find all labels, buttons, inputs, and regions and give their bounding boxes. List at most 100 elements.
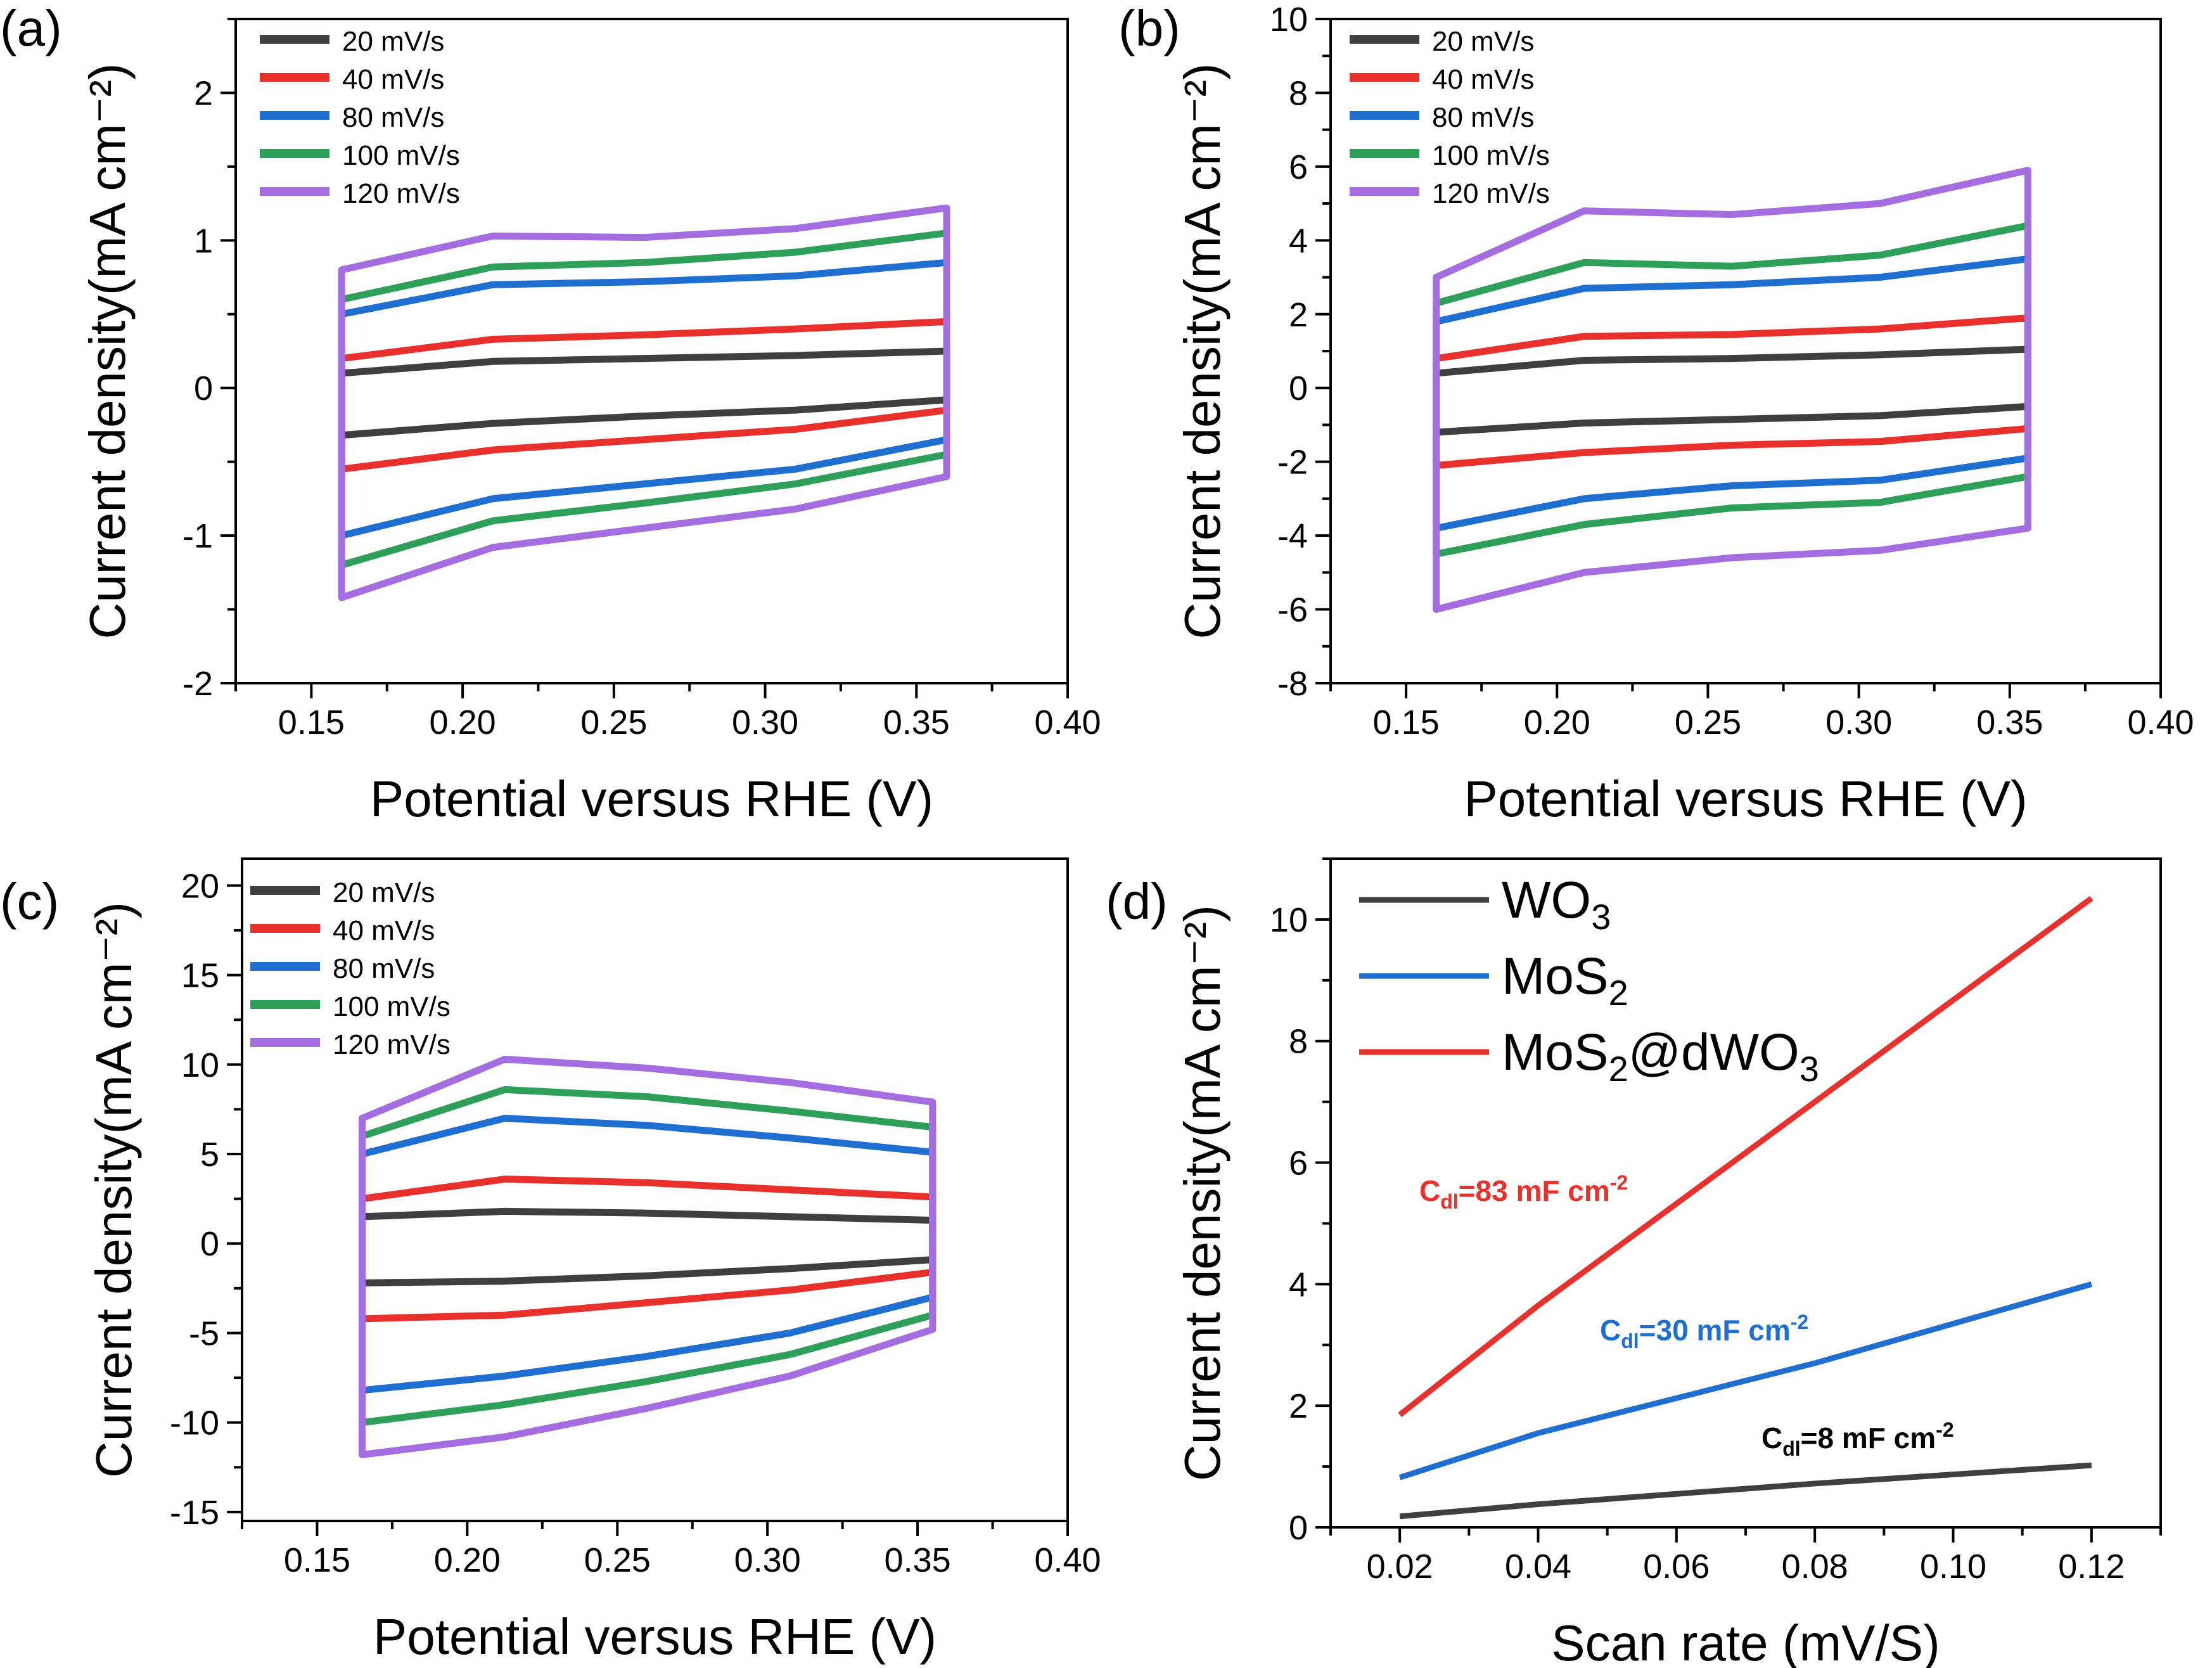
legend-label: 80 mV/s xyxy=(342,102,444,133)
panel-label: (c) xyxy=(0,873,59,930)
annotation-cdl-black: Cdl=8 mF cm-2 xyxy=(1761,1418,1954,1460)
cv-loop-120mvs xyxy=(359,1055,937,1458)
cv-loop-40mvs xyxy=(1433,314,2031,469)
x-tick-label: 0.25 xyxy=(580,703,647,741)
panel-label: (d) xyxy=(1106,873,1168,930)
panel-label: (a) xyxy=(0,0,62,56)
y-axis-label: Current density(mA cm⁻²) xyxy=(1174,905,1231,1481)
y-tick-label: 10 xyxy=(1270,1,1308,39)
y-tick-label: -6 xyxy=(1277,591,1308,629)
cv-loop-100mvs xyxy=(359,1086,937,1427)
y-tick-label: 10 xyxy=(1270,901,1308,939)
legend-label: WO3 xyxy=(1502,871,1611,937)
x-tick-label: 0.40 xyxy=(2127,703,2194,741)
legend-label: MoS2@dWO3 xyxy=(1502,1023,1819,1089)
annotation-cdl-blue: Cdl=30 mF cm-2 xyxy=(1600,1311,1808,1352)
y-tick-label: -8 xyxy=(1277,665,1308,703)
y-tick-label: -2 xyxy=(1277,444,1308,482)
panel-c: (c) 0.15 0.20 0.25 0.30 0.35 0.40 -15 -10 -5 0 5 10 1… xyxy=(0,857,1101,1665)
y-tick-label: 6 xyxy=(1289,1145,1308,1183)
y-axis-label: Current density(mA cm⁻²) xyxy=(1174,63,1231,639)
cv-loop-40mvs xyxy=(359,1176,937,1323)
y-tick-label: -2 xyxy=(182,665,213,703)
y-tick-label: 8 xyxy=(1289,74,1308,112)
x-tick-label: 0.15 xyxy=(1373,703,1440,741)
cv-loop-20mvs xyxy=(1433,345,2031,436)
y-tick-label: 0 xyxy=(1289,1509,1308,1547)
y-tick-label: -5 xyxy=(189,1314,219,1352)
x-tick-label: 0.40 xyxy=(1034,1541,1101,1579)
legend-label: 120 mV/s xyxy=(333,1029,451,1060)
x-tick-label: 0.20 xyxy=(430,703,496,741)
y-tick-label: 0 xyxy=(1289,369,1308,407)
y-tick-label: 15 xyxy=(181,957,219,995)
y-tick-label: 6 xyxy=(1289,148,1308,186)
x-tick-label: 0.12 xyxy=(2058,1548,2125,1586)
x-tick-label: 0.08 xyxy=(1782,1548,1848,1586)
legend-label: MoS2 xyxy=(1502,947,1628,1013)
x-tick-label: 0.15 xyxy=(284,1541,350,1579)
y-tick-label: -10 xyxy=(170,1404,219,1442)
x-tick-label: 0.35 xyxy=(885,1541,951,1579)
x-axis-label: Potential versus RHE (V) xyxy=(370,771,933,827)
cv-loop-120mvs xyxy=(1433,167,2031,613)
panel-label: (b) xyxy=(1118,0,1180,56)
legend-label: 120 mV/s xyxy=(1432,178,1550,209)
y-tick-label: 2 xyxy=(1289,296,1308,334)
x-tick-label: 0.35 xyxy=(883,703,950,741)
panel-d: (d) 0.02 0.04 0.06 0.08 0.10 0.12 0 2 4 6 8 10 Scan r… xyxy=(1106,857,2162,1668)
y-tick-label: 1 xyxy=(194,222,213,260)
legend-label: 40 mV/s xyxy=(342,64,444,95)
plot-frame xyxy=(234,18,1069,684)
y-tick-label: 2 xyxy=(1289,1387,1308,1425)
x-axis-label: Potential versus RHE (V) xyxy=(373,1608,937,1665)
y-tick-label: 20 xyxy=(181,867,219,905)
cv-loop-100mvs xyxy=(1433,222,2031,558)
legend-label: 100 mV/s xyxy=(342,140,460,171)
x-tick-label: 0.10 xyxy=(1920,1548,1986,1586)
legend-label: 40 mV/s xyxy=(1432,64,1534,95)
x-tick-label: 0.04 xyxy=(1505,1548,1571,1586)
panel-a: (a) 0.15 0.20 0.25 0.30 0.35 0.40 -2 -1 0 1 2 Potent… xyxy=(0,0,1101,827)
x-tick-label: 0.06 xyxy=(1643,1548,1710,1586)
plot-frame xyxy=(241,857,1069,1522)
legend-label: 100 mV/s xyxy=(333,991,451,1022)
legend-label: 80 mV/s xyxy=(333,953,435,984)
y-tick-label: 2 xyxy=(194,74,213,112)
cv-loop-80mvs xyxy=(1433,255,2031,532)
legend-label: 20 mV/s xyxy=(342,26,444,57)
cv-loop-80mvs xyxy=(359,1115,937,1394)
annotation-cdl-red: Cdl=83 mF cm-2 xyxy=(1419,1171,1628,1213)
legend-label: 40 mV/s xyxy=(333,915,435,946)
x-tick-label: 0.30 xyxy=(1825,703,1892,741)
series-line xyxy=(1399,1462,2092,1520)
y-tick-label: 0 xyxy=(200,1225,219,1263)
x-tick-label: 0.15 xyxy=(278,703,345,741)
x-tick-label: 0.20 xyxy=(1524,703,1590,741)
legend-label: 100 mV/s xyxy=(1432,140,1550,171)
x-tick-label: 0.35 xyxy=(1976,703,2043,741)
panel-b: (b) 0.15 0.20 0.25 0.30 0.35 0.40 -8 -6 -4 -2 0 2 4 6 8… xyxy=(1118,0,2194,827)
cv-loop-120mvs xyxy=(338,204,950,601)
legend-label: 20 mV/s xyxy=(1432,26,1534,57)
x-tick-label: 0.02 xyxy=(1367,1548,1433,1586)
x-tick-label: 0.20 xyxy=(434,1541,501,1579)
x-tick-label: 0.30 xyxy=(732,703,798,741)
legend-label: 80 mV/s xyxy=(1432,102,1534,133)
cv-loop-20mvs xyxy=(359,1207,937,1286)
y-tick-label: -4 xyxy=(1277,517,1308,555)
y-tick-label: -15 xyxy=(170,1494,219,1532)
y-tick-label: 10 xyxy=(181,1046,219,1084)
x-axis-label: Potential versus RHE (V) xyxy=(1464,771,2027,827)
y-tick-label: 8 xyxy=(1289,1023,1308,1061)
x-tick-label: 0.25 xyxy=(1675,703,1741,741)
x-tick-label: 0.30 xyxy=(734,1541,801,1579)
legend-label: 20 mV/s xyxy=(333,877,435,908)
y-tick-label: 5 xyxy=(200,1136,219,1174)
y-axis-label: Current density(mA cm⁻²) xyxy=(79,63,136,639)
cv-loop-40mvs xyxy=(338,318,950,473)
y-tick-label: 4 xyxy=(1289,222,1308,260)
y-tick-label: -1 xyxy=(182,517,213,555)
x-axis-label: Scan rate (mV/S) xyxy=(1551,1615,1940,1668)
